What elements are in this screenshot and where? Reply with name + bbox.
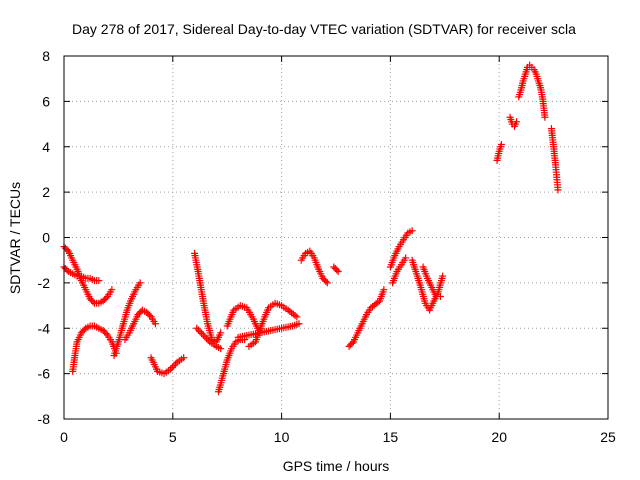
y-tick-label: 8 bbox=[42, 48, 50, 64]
data-point-seg-13 bbox=[322, 277, 330, 285]
data-point-seg-17 bbox=[402, 254, 410, 262]
data-point-seg-21 bbox=[497, 140, 505, 148]
data-points bbox=[60, 61, 562, 396]
data-point-seg-1 bbox=[102, 294, 110, 302]
data-point-seg-22 bbox=[513, 118, 521, 126]
data-point-seg-14 bbox=[333, 266, 341, 274]
data-point-seg-4 bbox=[136, 279, 144, 287]
data-point-seg-5 bbox=[146, 311, 154, 319]
data-point-seg-20 bbox=[436, 292, 444, 300]
data-point-seg-1 bbox=[108, 286, 116, 294]
data-point-seg-8 bbox=[194, 326, 202, 334]
data-point-seg-8 bbox=[193, 324, 201, 332]
data-point-seg-24 bbox=[554, 186, 562, 194]
data-point-seg-23 bbox=[541, 113, 549, 121]
y-tick-label: -2 bbox=[38, 275, 51, 291]
x-tick-label: 20 bbox=[491, 429, 507, 445]
x-tick-label: 5 bbox=[169, 429, 177, 445]
data-point-seg-3 bbox=[80, 326, 88, 334]
data-point-seg-8 bbox=[203, 334, 211, 342]
data-point-seg-8 bbox=[201, 333, 209, 341]
ticks: 0 5 10 15 20 25 -8 -6 -4 -2 0 2 4 6 8 bbox=[38, 48, 616, 445]
y-tick-label: 4 bbox=[42, 139, 50, 155]
x-tick-label: 15 bbox=[383, 429, 399, 445]
y-tick-label: -8 bbox=[38, 411, 51, 427]
data-point-seg-15 bbox=[348, 339, 356, 347]
data-point-seg-8 bbox=[199, 331, 207, 339]
data-point-seg-16 bbox=[408, 227, 416, 235]
data-point-seg-7 bbox=[217, 329, 225, 337]
data-point-seg-6 bbox=[170, 362, 178, 370]
data-point-seg-18 bbox=[439, 272, 447, 280]
data-point-seg-14 bbox=[334, 268, 342, 276]
data-point-seg-8 bbox=[217, 345, 225, 353]
data-point-seg-15 bbox=[380, 286, 388, 294]
data-point-seg-6 bbox=[167, 365, 175, 373]
y-tick-label: -6 bbox=[38, 366, 51, 382]
grid bbox=[64, 56, 608, 419]
x-axis-label: GPS time / hours bbox=[283, 458, 390, 474]
data-point-seg-8 bbox=[198, 329, 206, 337]
data-point-seg-2 bbox=[95, 277, 103, 285]
y-tick-label: -4 bbox=[38, 320, 51, 336]
data-point-seg-13 bbox=[323, 279, 331, 287]
data-point-seg-11 bbox=[293, 313, 301, 321]
data-point-seg-6 bbox=[168, 363, 176, 371]
data-point-seg-1 bbox=[89, 298, 97, 306]
data-point-seg-6 bbox=[180, 354, 188, 362]
data-point-seg-12 bbox=[295, 320, 303, 328]
x-tick-label: 0 bbox=[60, 429, 68, 445]
data-point-seg-6 bbox=[172, 360, 180, 368]
x-tick-label: 25 bbox=[600, 429, 616, 445]
data-point-seg-1 bbox=[63, 246, 71, 254]
y-axis-label: SDTVAR / TECUs bbox=[7, 182, 23, 294]
data-point-seg-3 bbox=[102, 330, 110, 338]
x-tick-label: 10 bbox=[274, 429, 290, 445]
chart-title: Day 278 of 2017, Sidereal Day-to-day VTE… bbox=[72, 21, 576, 37]
y-tick-label: 0 bbox=[42, 230, 50, 246]
y-tick-label: 2 bbox=[42, 184, 50, 200]
data-point-seg-5 bbox=[151, 320, 159, 328]
y-tick-label: 6 bbox=[42, 93, 50, 109]
data-point-seg-8 bbox=[196, 328, 204, 336]
data-point-seg-2 bbox=[63, 266, 71, 274]
data-point-seg-8 bbox=[204, 336, 212, 344]
